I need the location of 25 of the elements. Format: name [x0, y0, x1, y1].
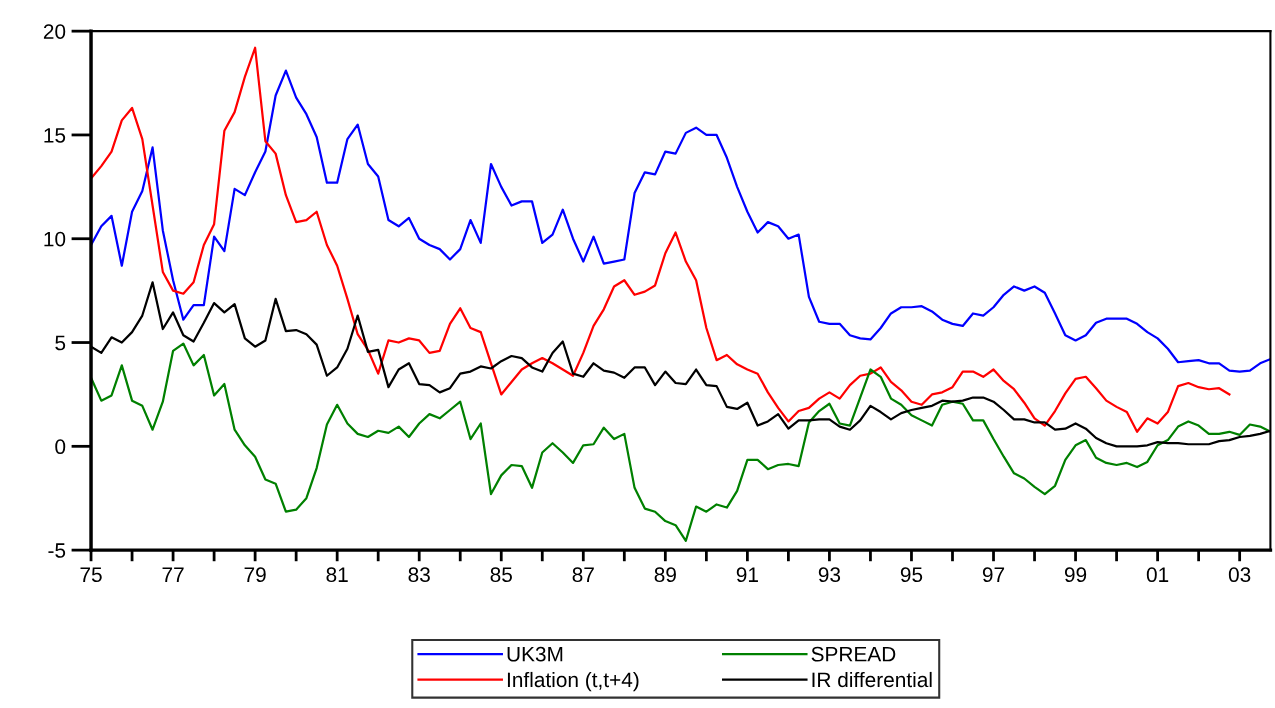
y-tick-label: -5	[48, 543, 66, 558]
x-tick-label: 83	[408, 567, 430, 583]
x-tick-label: 97	[982, 567, 1005, 583]
x-tick-label: 75	[80, 567, 102, 583]
x-tick-label: 81	[326, 567, 348, 583]
legend-label: UK3M	[507, 646, 563, 662]
x-tick-label: 85	[490, 567, 512, 583]
legend-label: SPREAD	[811, 646, 896, 662]
y-tick-label: 0	[55, 439, 66, 455]
legend-label: Inflation (t,t+4)	[507, 671, 639, 692]
x-tick-label: 93	[818, 567, 841, 583]
x-tick-label: 79	[244, 567, 266, 583]
y-tick-label: 20	[43, 24, 66, 39]
x-tick-label: 91	[736, 567, 758, 583]
x-tick-label: 03	[1228, 567, 1251, 583]
y-tick-label: 10	[44, 231, 66, 247]
x-tick-label: 99	[1064, 567, 1087, 583]
x-tick-label: 89	[654, 567, 676, 583]
x-tick-label: 87	[572, 567, 594, 583]
x-tick-label: 95	[900, 567, 923, 583]
y-tick-label: 15	[44, 128, 66, 143]
legend-label: IR differential	[812, 671, 932, 688]
x-tick-label: 77	[162, 567, 184, 582]
y-tick-label: 5	[55, 335, 66, 351]
x-tick-label: 01	[1146, 567, 1169, 583]
